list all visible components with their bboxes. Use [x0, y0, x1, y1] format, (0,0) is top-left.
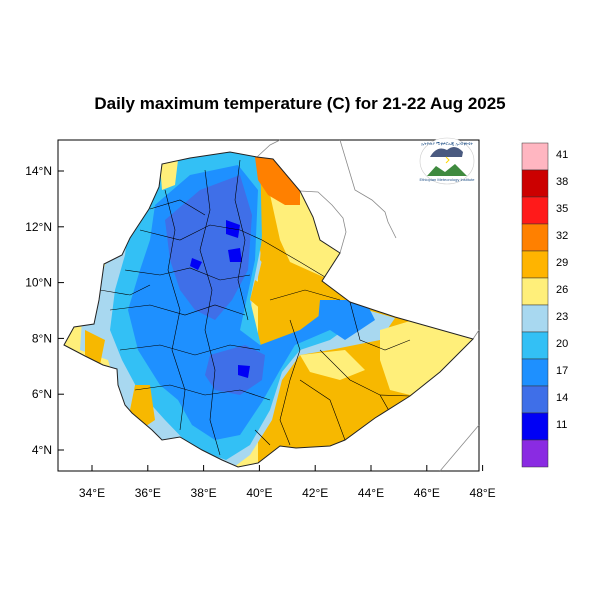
x-tick-label: 34°E	[79, 486, 105, 500]
y-tick-label: 4°N	[32, 443, 52, 457]
colorbar-swatch	[521, 142, 549, 171]
x-tick-label: 42°E	[302, 486, 328, 500]
colorbar-swatch	[521, 412, 549, 441]
colorbar-swatch	[521, 304, 549, 333]
colorbar-swatch	[521, 196, 549, 225]
x-tick-label: 44°E	[358, 486, 384, 500]
colorbar-label: 32	[556, 230, 568, 242]
colorbar-swatch	[521, 439, 549, 468]
colorbar-label: 14	[556, 392, 568, 404]
colorbar-swatch	[521, 223, 549, 252]
x-tick-label: 46°E	[414, 486, 440, 500]
y-tick-label: 10°N	[25, 276, 52, 290]
colorbar-swatch	[521, 169, 549, 198]
y-tick-label: 12°N	[25, 220, 52, 234]
colorbar-swatch	[521, 385, 549, 414]
x-tick-label: 48°E	[470, 486, 496, 500]
colorbar-swatch	[521, 250, 549, 279]
x-axis: 34°E 36°E 38°E 40°E 42°E 44°E 46°E 48°E	[79, 465, 496, 500]
logo-text-top: ኢትዮጵያ ሚቲዎሮሎጂ ኢንስቲትዩት	[421, 141, 473, 146]
colorbar-label: 11	[556, 419, 567, 431]
y-tick-label: 14°N	[25, 164, 52, 178]
colorbar-swatch	[521, 277, 549, 306]
logo-text-bottom: Ethiopian Meteorology Institute	[420, 177, 476, 182]
colorbar-swatch	[521, 358, 549, 387]
colorbar-label: 29	[556, 257, 568, 269]
y-tick-label: 6°N	[32, 387, 52, 401]
colorbar-label: 17	[556, 365, 568, 377]
colorbar-label: 26	[556, 284, 568, 296]
y-axis: 14°N 12°N 10°N 8°N 6°N 4°N	[25, 164, 64, 457]
country-outline	[63, 151, 474, 468]
x-tick-label: 38°E	[191, 486, 217, 500]
x-tick-label: 36°E	[135, 486, 161, 500]
colorbar-label: 20	[556, 338, 568, 350]
colorbar-label: 35	[556, 203, 568, 215]
institute-logo: ኢትዮጵያ ሚቲዎሮሎጂ ኢንስቲትዩት Ethiopian Meteorolo…	[420, 137, 476, 185]
colorbar-legend: 41 38 35 32 29 26 23 20 17 14 11	[521, 142, 568, 468]
colorbar-label: 38	[556, 176, 568, 188]
admin-boundaries	[99, 159, 411, 456]
x-tick-label: 40°E	[246, 486, 272, 500]
neighbour-borders	[256, 139, 480, 472]
colorbar-label: 41	[556, 149, 568, 161]
y-tick-label: 8°N	[32, 331, 52, 345]
colorbar-label: 23	[556, 311, 568, 323]
map-title: Daily maximum temperature (C) for 21-22 …	[94, 94, 506, 113]
colorbar-swatch	[521, 331, 549, 360]
